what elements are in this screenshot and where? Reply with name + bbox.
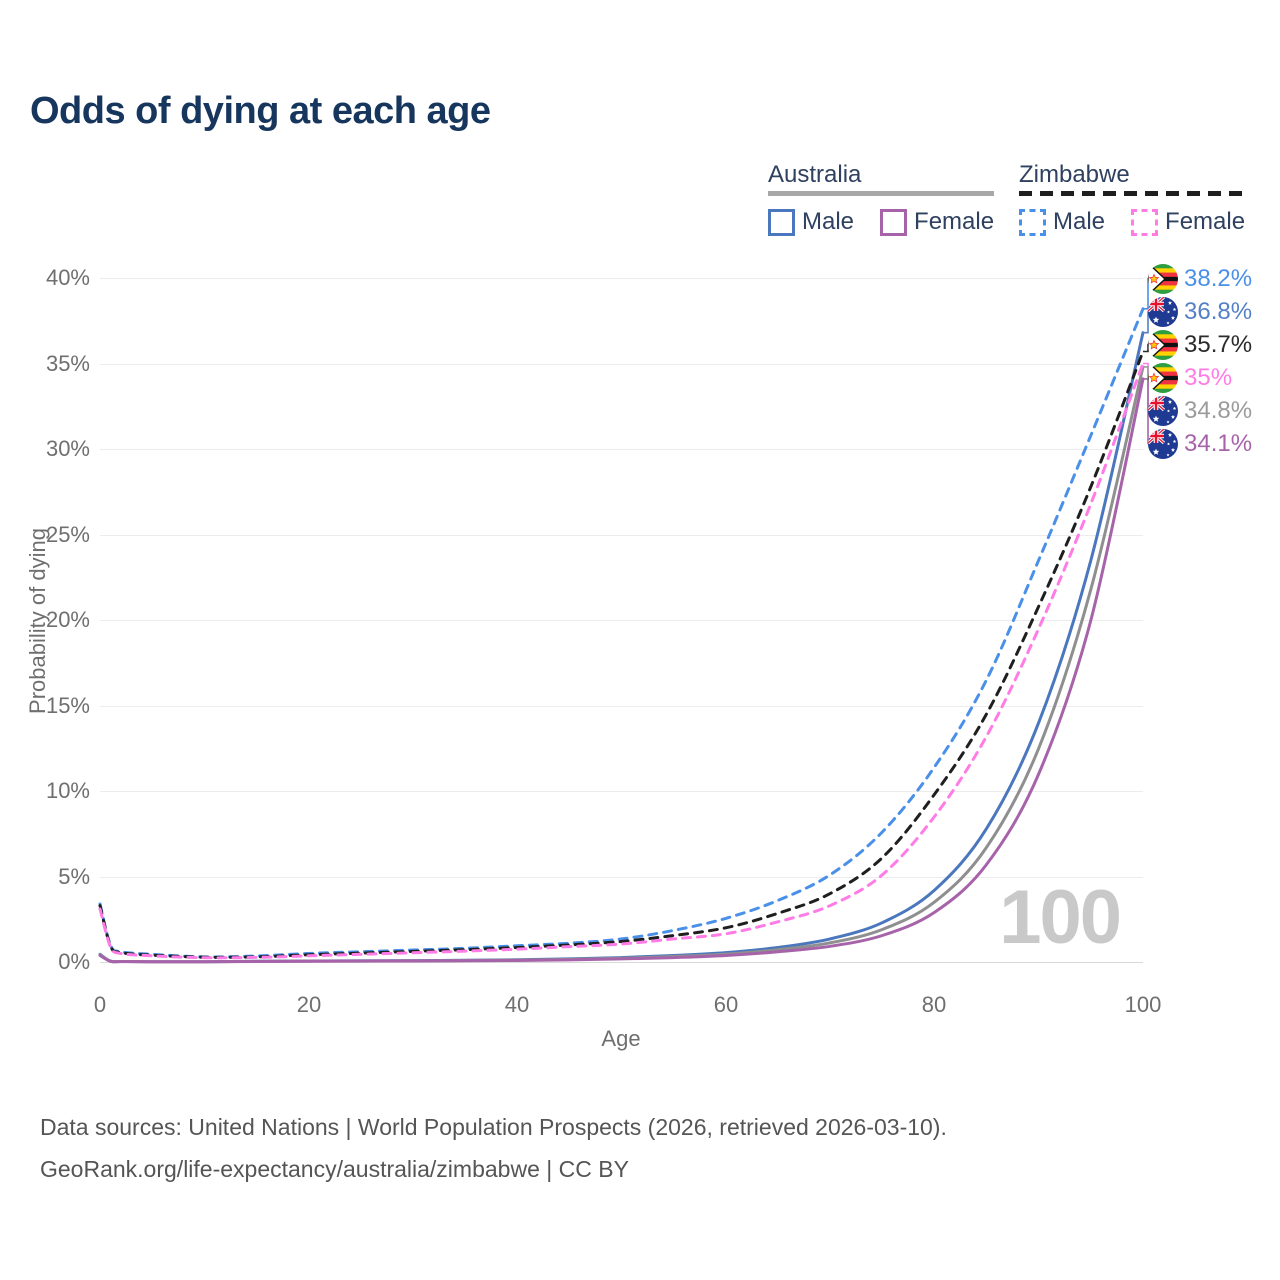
- australia-flag-icon: [1148, 395, 1178, 426]
- legend-australia-title: Australia: [768, 161, 862, 188]
- zimbabwe-line-style-swatch: [1019, 191, 1246, 196]
- gridline-0: [100, 962, 1143, 963]
- footer: Data sources: United Nations | World Pop…: [40, 1106, 947, 1190]
- line-chart: [98, 277, 1154, 964]
- legend-group-zimbabwe: Zimbabwe Male Female: [1019, 161, 1246, 236]
- curve-zimbabwe_female[interactable]: [98, 362, 1145, 960]
- australia-flag-graphic: [1148, 395, 1178, 426]
- x-tick-label: 20: [296, 992, 322, 1017]
- y-tick-label: 20%: [45, 607, 90, 632]
- legend-item-australia-male[interactable]: Male: [768, 208, 854, 236]
- end-value: 35%: [1184, 363, 1233, 391]
- gridline-40: [100, 278, 1143, 279]
- australia-flag-graphic: [1148, 296, 1178, 327]
- curve-australia_male[interactable]: [98, 331, 1145, 964]
- y-tick-label: 0%: [58, 949, 90, 974]
- curve-zimbabwe_male[interactable]: [98, 307, 1145, 959]
- end-label-zimbabwe_female: 35%: [1148, 361, 1252, 394]
- legend-label: Male: [802, 208, 855, 235]
- legend-label: Female: [914, 208, 995, 235]
- australia-flag-icon: [1148, 296, 1178, 327]
- australia-flag-graphic: [1148, 428, 1178, 459]
- gridline-10: [100, 791, 1143, 792]
- end-label-australia_male: 36.8%: [1148, 295, 1252, 328]
- zimbabwe-flag-graphic: [1148, 329, 1178, 360]
- end-value: 34.1%: [1184, 429, 1253, 457]
- end-value: 34.8%: [1184, 396, 1253, 424]
- x-tick-label: 60: [713, 992, 739, 1017]
- legend-zimbabwe-title: Zimbabwe: [1019, 161, 1130, 188]
- legend-item-zimbabwe-female[interactable]: Female: [1131, 208, 1245, 236]
- legend-label: Female: [1165, 208, 1246, 235]
- end-label-zimbabwe_male: 38.2%: [1148, 262, 1252, 295]
- zimbabwe-male-swatch: [1019, 208, 1046, 236]
- x-tick-label: 100: [1124, 992, 1162, 1017]
- australia-flag-icon: [1148, 428, 1178, 459]
- gridline-5: [100, 877, 1143, 878]
- gridline-35: [100, 364, 1143, 365]
- legend-item-zimbabwe-male[interactable]: Male: [1019, 208, 1105, 236]
- y-tick-label: 40%: [45, 265, 90, 290]
- footer-attribution: GeoRank.org/life-expectancy/australia/zi…: [40, 1156, 629, 1182]
- zimbabwe-flag-icon: [1148, 362, 1178, 393]
- legend-item-australia-female[interactable]: Female: [880, 208, 994, 236]
- footer-data-sources: Data sources: United Nations | World Pop…: [40, 1114, 947, 1140]
- x-tick-label: 40: [504, 992, 530, 1017]
- y-tick-label: 35%: [45, 351, 90, 376]
- gridline-20: [100, 620, 1143, 621]
- page-title: Odds of dying at each age: [30, 90, 491, 132]
- gridline-25: [100, 535, 1143, 536]
- series-end-labels: 38.2% 36.8% 35.7% 35%: [1148, 262, 1252, 460]
- end-label-zimbabwe_total: 35.7%: [1148, 328, 1252, 361]
- end-value: 38.2%: [1184, 264, 1253, 292]
- zimbabwe-flag-graphic: [1148, 362, 1178, 393]
- y-tick-label: 5%: [58, 864, 90, 889]
- legend-label: Male: [1053, 208, 1106, 235]
- x-tick-label: 0: [93, 992, 107, 1017]
- legend-group-australia: Australia Male Female: [768, 161, 995, 236]
- x-axis-title: Age: [601, 1026, 641, 1051]
- zimbabwe-flag-icon: [1148, 263, 1178, 294]
- y-tick-label: 10%: [45, 778, 90, 803]
- y-axis-title: Probability of dying: [25, 528, 50, 714]
- age-watermark: 100: [999, 875, 1122, 960]
- zimbabwe-female-swatch: [1131, 208, 1159, 236]
- y-tick-label: 15%: [45, 693, 90, 718]
- end-value: 36.8%: [1184, 297, 1253, 325]
- end-value: 35.7%: [1184, 330, 1253, 358]
- end-label-australia_total: 34.8%: [1148, 394, 1252, 427]
- australia-female-swatch: [880, 208, 908, 236]
- zimbabwe-flag-graphic: [1148, 263, 1178, 294]
- australia-line-style-swatch: [768, 191, 995, 196]
- y-tick-label: 30%: [45, 436, 90, 461]
- curve-australia_female[interactable]: [98, 377, 1145, 964]
- end-label-australia_female: 34.1%: [1148, 427, 1252, 460]
- y-tick-label: 25%: [45, 522, 90, 547]
- zimbabwe-flag-icon: [1148, 329, 1178, 360]
- australia-male-swatch: [768, 208, 795, 236]
- gridline-15: [100, 706, 1143, 707]
- gridline-30: [100, 449, 1143, 450]
- x-tick-label: 80: [921, 992, 947, 1017]
- curve-australia_total[interactable]: [98, 365, 1145, 964]
